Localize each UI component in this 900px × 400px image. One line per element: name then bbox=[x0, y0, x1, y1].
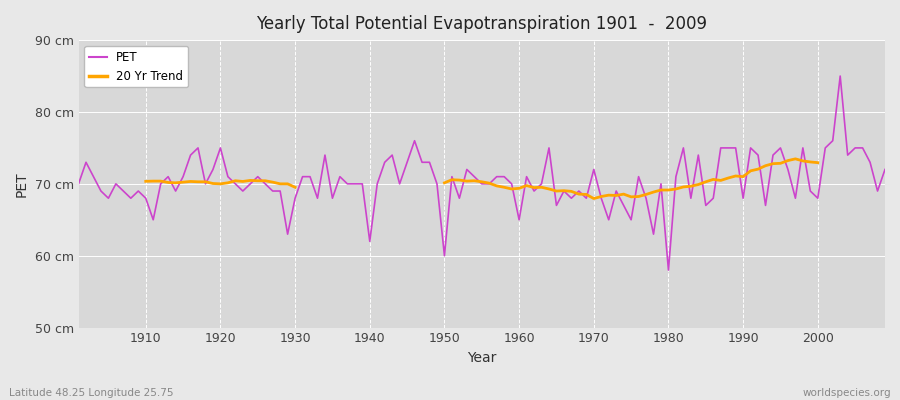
Title: Yearly Total Potential Evapotranspiration 1901  -  2009: Yearly Total Potential Evapotranspiratio… bbox=[256, 15, 707, 33]
Legend: PET, 20 Yr Trend: PET, 20 Yr Trend bbox=[85, 46, 188, 87]
X-axis label: Year: Year bbox=[467, 351, 497, 365]
Y-axis label: PET: PET bbox=[15, 171, 29, 197]
Text: Latitude 48.25 Longitude 25.75: Latitude 48.25 Longitude 25.75 bbox=[9, 388, 174, 398]
Text: worldspecies.org: worldspecies.org bbox=[803, 388, 891, 398]
